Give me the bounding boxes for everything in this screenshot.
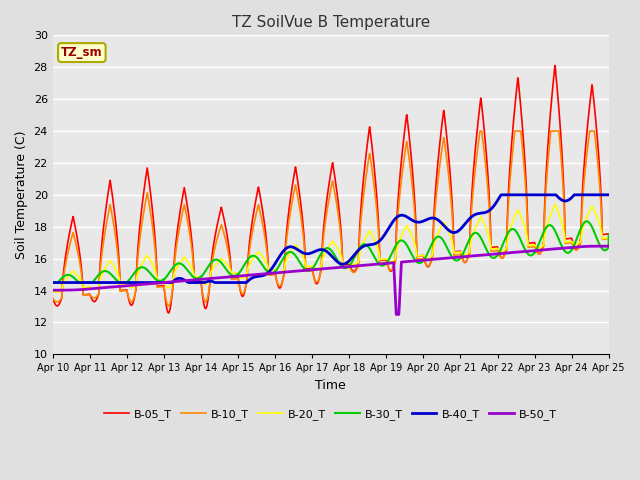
- Legend: B-05_T, B-10_T, B-20_T, B-30_T, B-40_T, B-50_T: B-05_T, B-10_T, B-20_T, B-30_T, B-40_T, …: [100, 405, 561, 424]
- B-10_T: [605, 236, 612, 241]
- B-50_T: [49, 288, 56, 293]
- B-50_T: [392, 312, 400, 317]
- B-40_T: [572, 192, 579, 198]
- B-05_T: [493, 244, 500, 250]
- B-10_T: [359, 197, 367, 203]
- B-40_T: [605, 192, 612, 198]
- B-30_T: [583, 218, 591, 224]
- B-10_T: [347, 267, 355, 273]
- B-40_T: [204, 278, 212, 284]
- B-30_T: [49, 280, 56, 286]
- B-20_T: [49, 288, 56, 293]
- B-40_T: [492, 200, 500, 205]
- B-30_T: [556, 238, 563, 244]
- B-50_T: [493, 251, 500, 257]
- B-10_T: [49, 296, 56, 301]
- B-10_T: [556, 142, 564, 148]
- B-30_T: [571, 240, 579, 246]
- B-50_T: [347, 264, 355, 269]
- B-20_T: [493, 246, 500, 252]
- B-30_T: [492, 254, 500, 260]
- B-05_T: [347, 265, 355, 271]
- B-10_T: [204, 293, 212, 299]
- B-05_T: [164, 310, 172, 316]
- B-40_T: [359, 244, 367, 250]
- B-10_T: [493, 248, 500, 253]
- Text: TZ_sm: TZ_sm: [61, 46, 102, 59]
- B-20_T: [359, 241, 367, 247]
- B-05_T: [551, 62, 559, 68]
- B-40_T: [556, 196, 564, 202]
- B-50_T: [572, 244, 579, 250]
- B-05_T: [572, 246, 579, 252]
- Line: B-05_T: B-05_T: [52, 65, 609, 313]
- B-05_T: [49, 296, 56, 301]
- Line: B-40_T: B-40_T: [52, 195, 609, 283]
- Line: B-20_T: B-20_T: [52, 204, 609, 292]
- B-50_T: [556, 246, 564, 252]
- B-05_T: [605, 231, 612, 237]
- Line: B-30_T: B-30_T: [52, 221, 609, 283]
- Line: B-50_T: B-50_T: [52, 246, 609, 314]
- B-05_T: [556, 122, 564, 128]
- B-40_T: [49, 280, 56, 286]
- B-30_T: [359, 242, 367, 248]
- B-20_T: [347, 261, 355, 266]
- B-20_T: [53, 289, 61, 295]
- B-20_T: [605, 235, 612, 241]
- Y-axis label: Soil Temperature (C): Soil Temperature (C): [15, 131, 28, 259]
- B-05_T: [204, 297, 212, 302]
- B-05_T: [359, 180, 367, 186]
- B-30_T: [347, 262, 355, 267]
- B-20_T: [204, 279, 212, 285]
- Title: TZ SoilVue B Temperature: TZ SoilVue B Temperature: [232, 15, 430, 30]
- B-10_T: [164, 303, 172, 309]
- B-40_T: [497, 192, 505, 198]
- B-50_T: [605, 243, 612, 249]
- B-40_T: [347, 256, 355, 262]
- B-50_T: [594, 243, 602, 249]
- B-10_T: [572, 247, 579, 253]
- B-10_T: [476, 128, 484, 134]
- B-20_T: [572, 241, 579, 247]
- Line: B-10_T: B-10_T: [52, 131, 609, 306]
- B-20_T: [556, 215, 564, 220]
- X-axis label: Time: Time: [316, 379, 346, 392]
- B-20_T: [551, 202, 559, 207]
- B-50_T: [359, 263, 367, 268]
- B-50_T: [204, 276, 212, 282]
- B-30_T: [204, 264, 212, 270]
- B-30_T: [605, 232, 612, 238]
